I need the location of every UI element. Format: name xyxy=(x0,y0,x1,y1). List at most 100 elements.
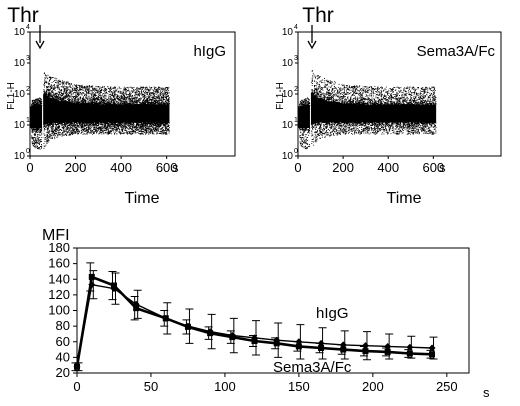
y-tick-label: 140 xyxy=(48,271,70,286)
data-point xyxy=(184,323,191,330)
x-tick-label: 250 xyxy=(436,379,458,394)
x-tick-label: 200 xyxy=(362,379,384,394)
data-point xyxy=(273,340,280,347)
y-tick-exponent: 2 xyxy=(294,86,298,93)
y-tick-exponent: 1 xyxy=(294,117,298,124)
x-tick-label: 600 xyxy=(156,160,178,175)
data-point xyxy=(340,346,347,353)
y-tick-label: 10 xyxy=(282,58,294,69)
x-tick-labels: 0 200 400 600 xyxy=(26,156,178,175)
thr-arrow-head xyxy=(307,40,317,50)
thr-arrow-head xyxy=(35,40,45,50)
y-tick-label: 10 xyxy=(14,27,26,38)
x-tick-labels: 0 50 100 150 200 250 xyxy=(73,373,458,394)
y-tick-label: 60 xyxy=(56,334,70,349)
y-tick-label: 180 xyxy=(48,240,70,255)
x-tick-label: 100 xyxy=(214,379,236,394)
y-tick-label: 120 xyxy=(48,287,70,302)
y-tick-exponent: 4 xyxy=(26,24,30,31)
y-tick-label: 160 xyxy=(48,256,70,271)
y-tick-label: 10 xyxy=(14,151,26,162)
y-tick-label: 10 xyxy=(14,58,26,69)
y-tick-exponent: 1 xyxy=(26,117,30,124)
x-tick-label: 600 xyxy=(422,160,444,175)
y-tick-label: 40 xyxy=(56,349,70,364)
data-point xyxy=(229,334,236,341)
x-tick-label: 400 xyxy=(110,160,132,175)
event-density-core xyxy=(298,92,437,128)
x-tick-label: 0 xyxy=(73,379,80,394)
y-tick-label: 10 xyxy=(282,27,294,38)
y-tick-exponent: 3 xyxy=(294,55,298,62)
series-line xyxy=(76,283,433,367)
x-unit: s xyxy=(483,385,490,400)
x-unit: s xyxy=(439,160,446,175)
data-point xyxy=(251,337,258,344)
thr-label: Thr xyxy=(7,4,39,27)
data-point xyxy=(428,344,436,352)
y-tick-label: 10 xyxy=(282,89,294,100)
event-dots xyxy=(299,70,437,150)
scatter-cloud xyxy=(298,70,437,150)
y-tick-label: 100 xyxy=(48,303,70,318)
x-tick-label: 400 xyxy=(377,160,399,175)
data-point xyxy=(384,348,391,355)
scatter-cloud xyxy=(30,72,170,150)
x-tick-label: 200 xyxy=(332,160,354,175)
data-point xyxy=(384,342,392,350)
x-tick-label: 50 xyxy=(144,379,158,394)
y-tick-label: 10 xyxy=(14,120,26,131)
data-point xyxy=(406,350,413,357)
y-axis-title: MFI xyxy=(42,227,70,244)
legend-label-sema3a: Sema3A/Fc xyxy=(273,359,352,376)
data-point xyxy=(362,348,369,355)
y-tick-exponent: 0 xyxy=(294,148,298,155)
data-point xyxy=(74,363,80,370)
panel-label: Sema3A/Fc xyxy=(417,43,496,60)
y-tick-label: 10 xyxy=(282,120,294,131)
data-point xyxy=(88,273,95,280)
data-point xyxy=(318,345,325,351)
y-tick-label: 20 xyxy=(56,365,70,380)
x-tick-label: 0 xyxy=(294,160,301,175)
legend-label-higg: hIgG xyxy=(316,305,349,322)
y-tick-exponent: 0 xyxy=(26,148,30,155)
thr-label: Thr xyxy=(302,4,334,27)
series-sema3a xyxy=(71,262,436,372)
data-point xyxy=(207,330,214,337)
data-point xyxy=(162,315,169,322)
data-point xyxy=(361,342,369,350)
y-tick-exponent: 2 xyxy=(26,86,30,93)
x-axis-title: Time xyxy=(387,190,422,207)
data-point xyxy=(406,343,414,351)
y-tick-exponent: 4 xyxy=(294,24,298,31)
data-point xyxy=(295,343,302,350)
x-tick-label: 150 xyxy=(288,379,310,394)
event-density-core xyxy=(30,94,170,128)
data-point xyxy=(110,282,117,289)
panel-label: hIgG xyxy=(193,43,226,60)
y-tick-label: 10 xyxy=(14,89,26,100)
x-axis-title: Time xyxy=(125,190,160,207)
event-dots xyxy=(31,72,170,150)
x-tick-label: 200 xyxy=(65,160,87,175)
x-unit: s xyxy=(172,160,179,175)
data-point xyxy=(133,305,140,312)
y-axis-title: FL1-H xyxy=(275,82,286,110)
y-axis-title: FL1-H xyxy=(6,82,17,110)
data-point xyxy=(429,351,436,358)
x-tick-labels: 0 200 400 600 xyxy=(294,156,444,175)
y-tick-label: 80 xyxy=(56,318,70,333)
series-line xyxy=(75,275,433,368)
y-tick-label: 10 xyxy=(282,151,294,162)
x-tick-label: 0 xyxy=(26,160,33,175)
y-tick-exponent: 3 xyxy=(26,55,30,62)
series-layer xyxy=(71,262,438,372)
